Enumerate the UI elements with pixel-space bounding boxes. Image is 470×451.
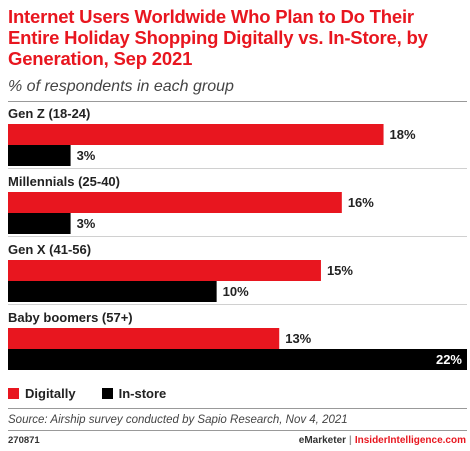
legend: Digitally In-store (8, 386, 192, 401)
data-label-digitally-gen-x-41-56: 15% (327, 263, 353, 278)
bar-digitally-millennials-25-40 (8, 192, 342, 213)
legend-label-in-store: In-store (118, 386, 167, 401)
legend-swatch-digitally (8, 388, 19, 399)
category-label-gen-z-18-24: Gen Z (18-24) (8, 106, 90, 121)
data-label-digitally-baby-boomers-57: 13% (285, 331, 311, 346)
bar-chart: Gen Z (18-24) 18% 3% Millennials (25-40) 16%… (8, 106, 467, 370)
data-label-in-store-gen-z-18-24: 3% (77, 148, 96, 163)
legend-item-digitally: Digitally (8, 386, 76, 401)
chart-title: Internet Users Worldwide Who Plan to Do … (8, 6, 428, 69)
data-label-digitally-gen-z-18-24: 18% (390, 127, 416, 142)
bar-in-store-millennials-25-40 (8, 213, 71, 234)
category-label-millennials-25-40: Millennials (25-40) (8, 174, 120, 189)
data-label-in-store-baby-boomers-57: 22% (436, 352, 462, 367)
chart-id: 270871 (8, 435, 40, 446)
bar-digitally-gen-z-18-24 (8, 124, 384, 145)
data-label-digitally-millennials-25-40: 16% (348, 195, 374, 210)
data-label-in-store-millennials-25-40: 3% (77, 216, 96, 231)
brand: eMarketer | InsiderIntelligence.com (299, 435, 466, 446)
bar-in-store-gen-x-41-56 (8, 281, 217, 302)
brand-emarketer: eMarketer (298, 435, 347, 446)
bar-in-store-baby-boomers-57 (8, 349, 467, 370)
header-divider (8, 101, 467, 102)
category-label-gen-x-41-56: Gen X (41-56) (8, 242, 91, 257)
bar-in-store-gen-z-18-24 (8, 145, 71, 166)
legend-label-digitally: Digitally (25, 386, 76, 401)
legend-swatch-in-store (101, 388, 113, 399)
chart-subtitle: % of respondents in each group (8, 78, 234, 95)
source-note: Source: Airship survey conducted by Sapi… (8, 414, 348, 426)
bar-digitally-baby-boomers-57 (8, 328, 280, 349)
brand-separator: | (349, 435, 352, 446)
source-divider (8, 408, 467, 409)
brand-insider-intelligence: InsiderIntelligence.com (354, 435, 466, 446)
category-label-baby-boomers-57: Baby boomers (57+) (8, 310, 133, 325)
data-label-in-store-gen-x-41-56: 10% (223, 284, 249, 299)
bar-digitally-gen-x-41-56 (8, 260, 321, 281)
footer-divider (8, 430, 467, 431)
legend-item-in-store: In-store (101, 386, 167, 401)
